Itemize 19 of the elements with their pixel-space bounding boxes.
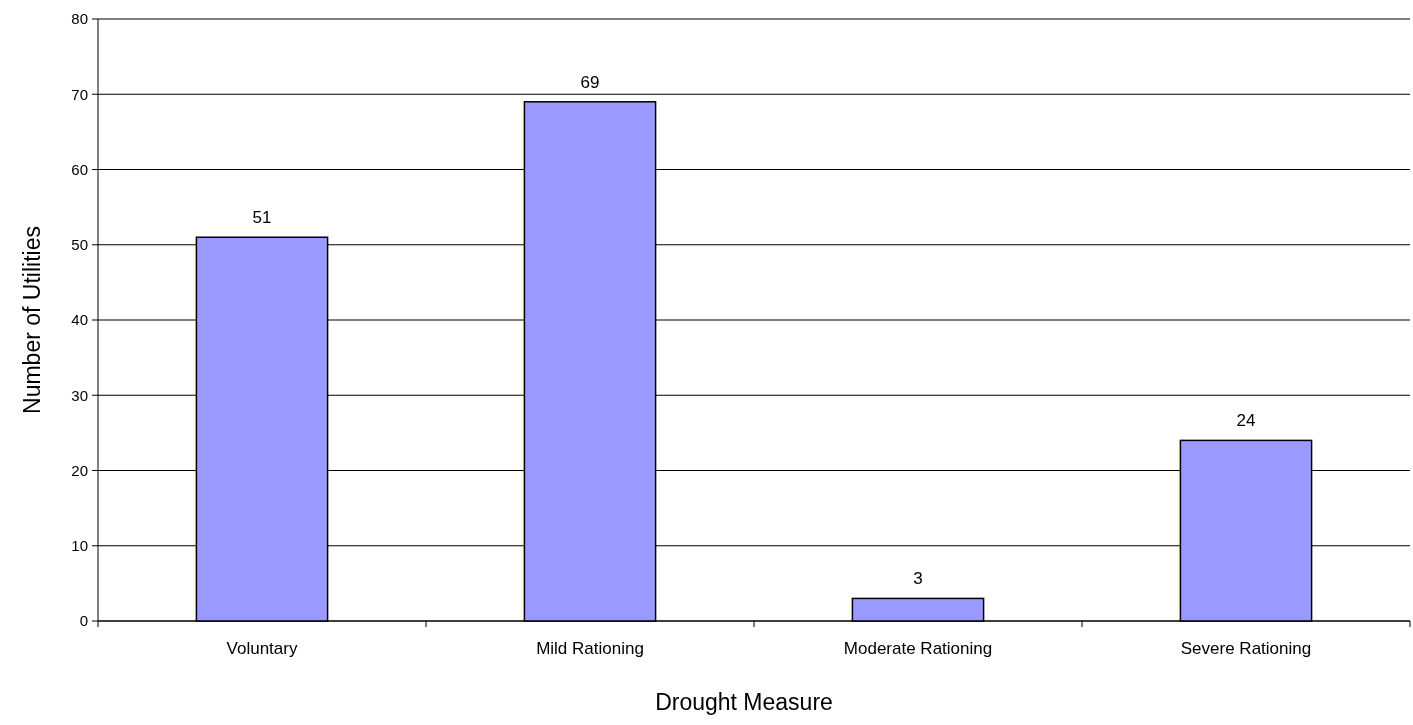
x-tick-label: Voluntary	[226, 639, 298, 658]
data-label: 24	[1236, 411, 1256, 431]
data-label: 69	[580, 72, 600, 92]
x-tick-label: Mild Rationing	[536, 639, 644, 658]
x-tick-label: Moderate Rationing	[843, 639, 993, 658]
y-tick-label: 30	[71, 386, 88, 404]
y-tick-label: 10	[71, 537, 88, 554]
y-axis-title: Number of Utilities	[19, 226, 45, 414]
y-tick-label: 70	[71, 85, 88, 103]
x-tick-label: Severe Rationing	[1180, 639, 1312, 658]
y-tick-label: 50	[71, 236, 88, 253]
y-tick-label: 40	[71, 311, 88, 329]
x-axis-title: Drought Measure	[655, 689, 833, 715]
y-tick-label: 60	[71, 160, 88, 178]
y-tick-label: 20	[71, 461, 88, 479]
y-tick-label: 0	[79, 612, 88, 630]
data-label: 3	[913, 569, 923, 589]
data-label: 51	[252, 208, 272, 228]
y-tick-label: 80	[71, 10, 88, 28]
